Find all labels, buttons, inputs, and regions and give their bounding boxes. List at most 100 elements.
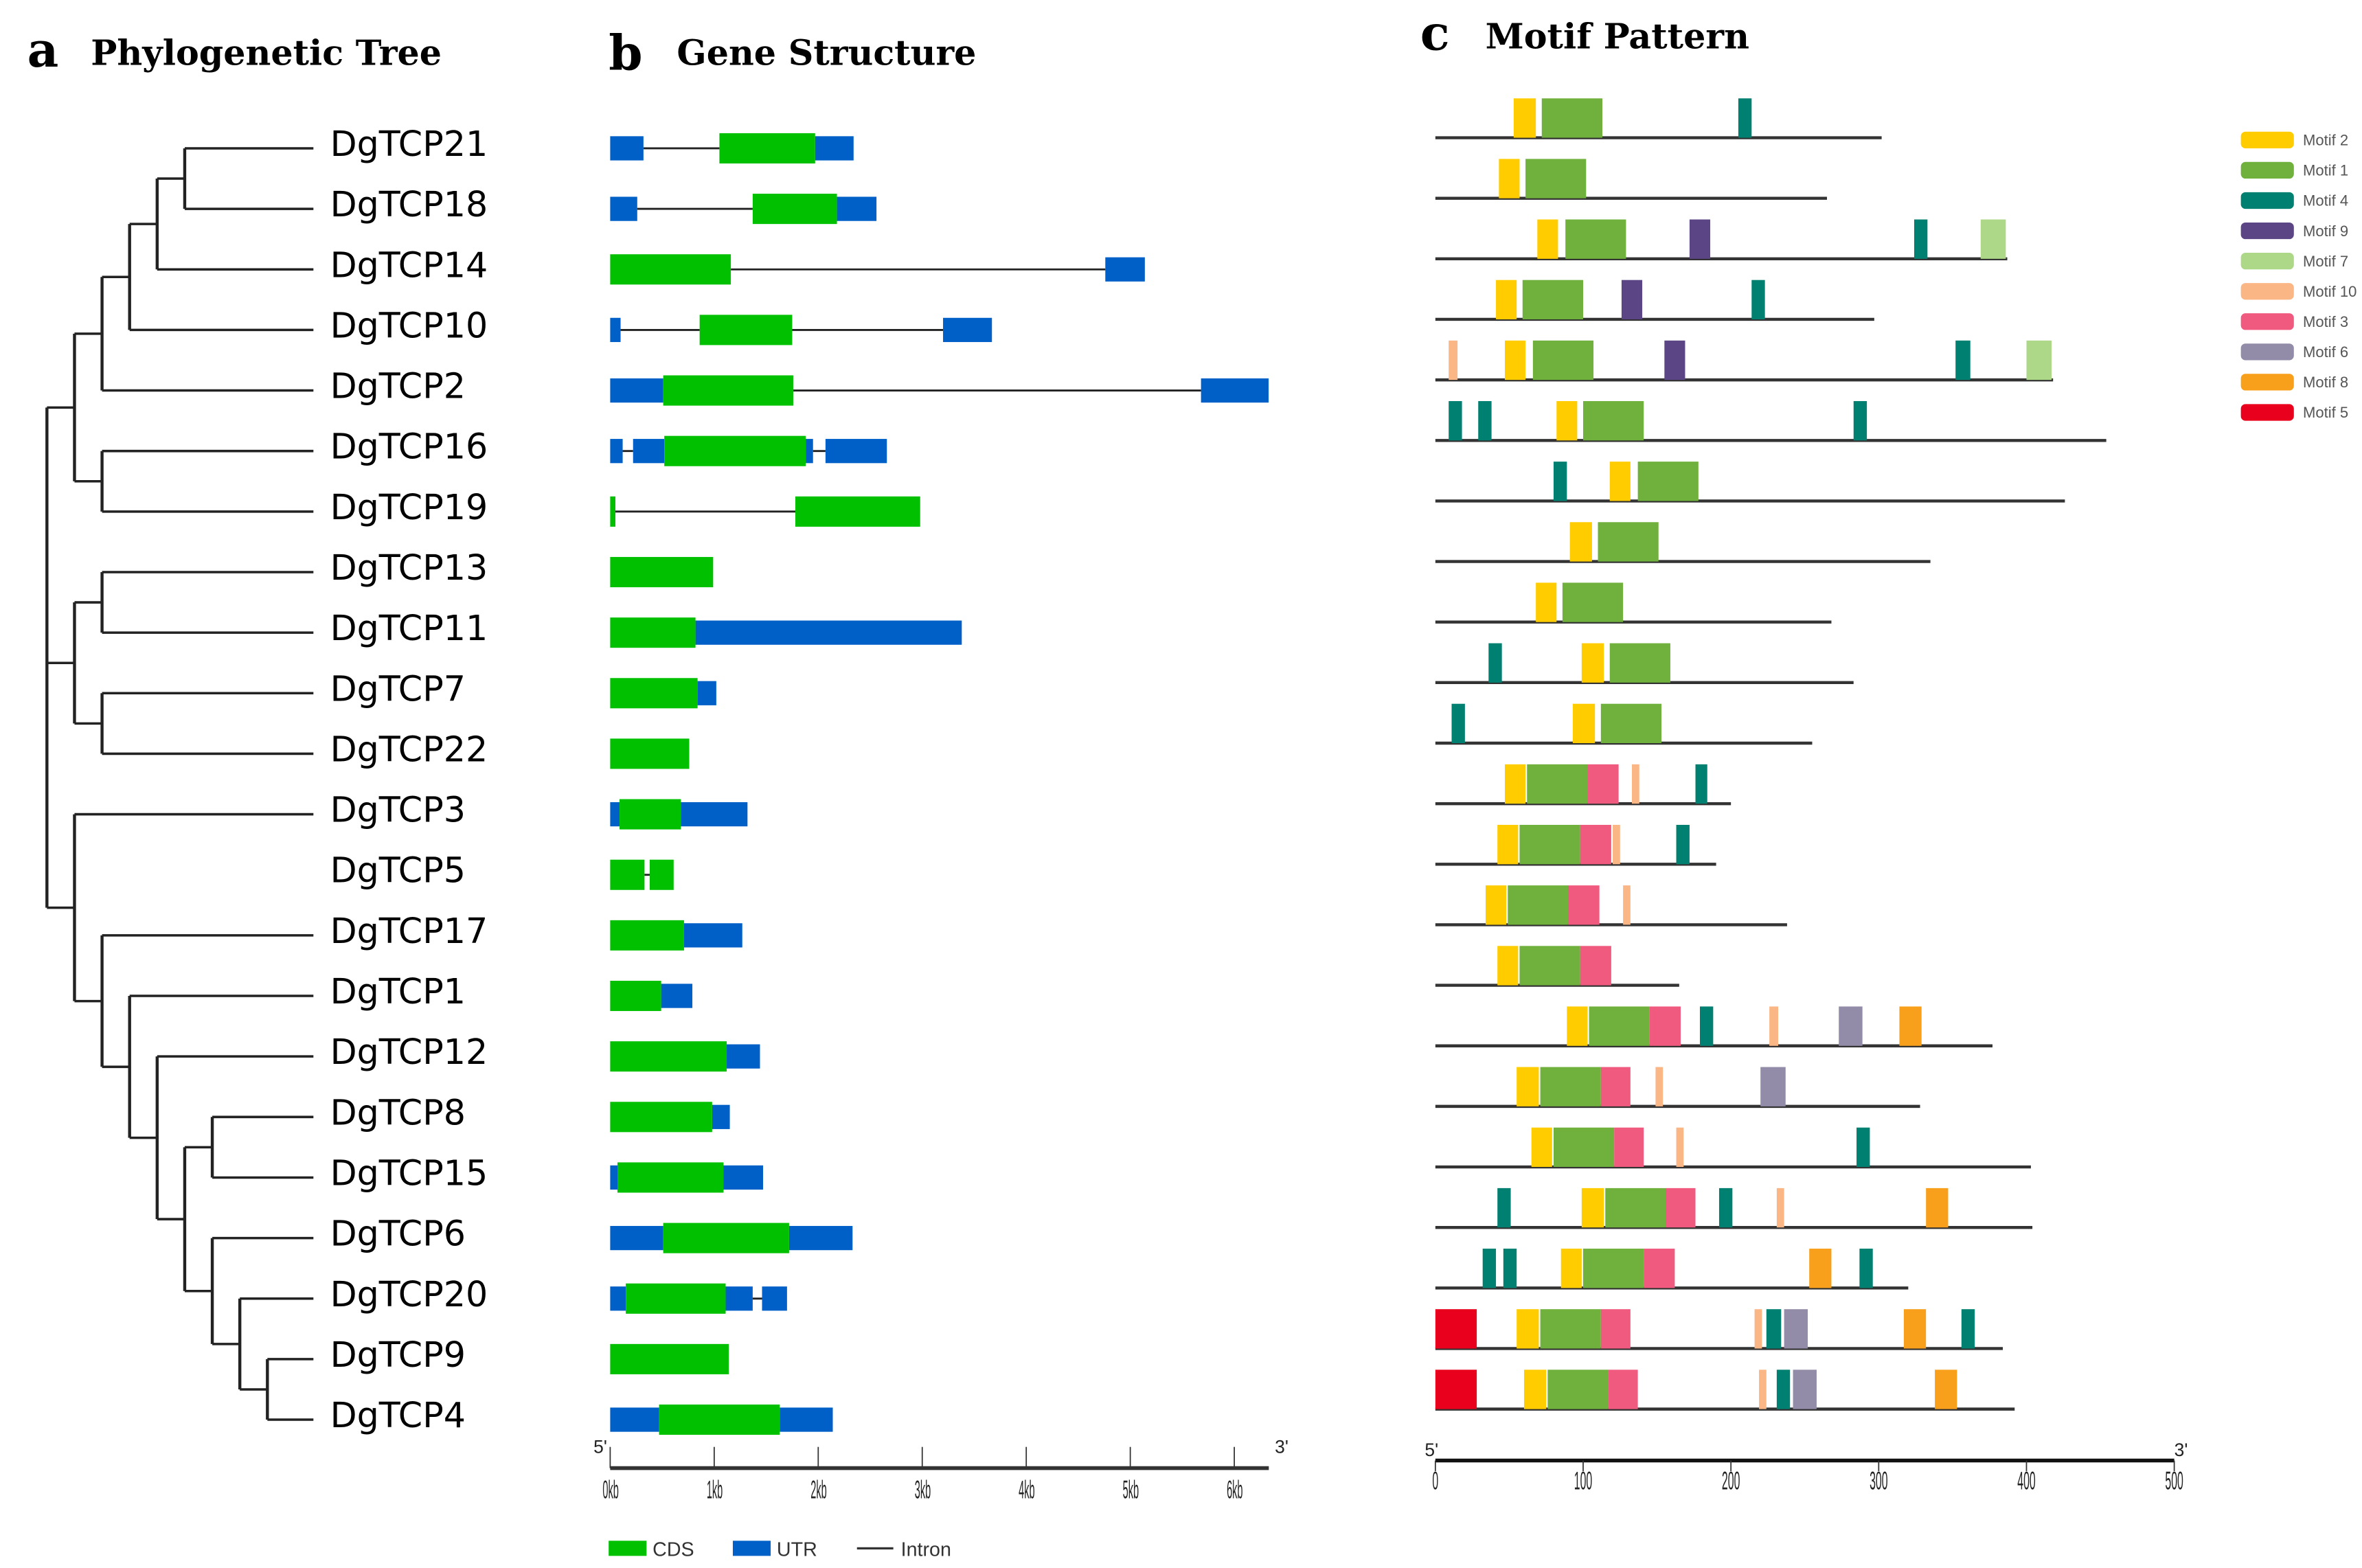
gene-structure-row [610,738,690,769]
gene-label: DgTCP19 [330,487,488,527]
motif-10-box [1613,824,1620,865]
gene-label: DgTCP21 [330,124,488,164]
gene-label: DgTCP2 [330,366,466,407]
motif-3-box [1587,764,1619,804]
gene-axis-3prime: 3' [1275,1437,1288,1457]
motif-3-box [1614,1127,1644,1168]
motif-row [1435,522,1931,563]
motif-axis-tick-label: 0 [1432,1467,1438,1496]
motif-3-box [1644,1249,1675,1288]
gene-structure-row [610,556,714,588]
gene-structure-row [610,133,854,163]
motif-1-box [1519,824,1580,865]
gene-structure-row [610,1162,764,1193]
motif-legend: Motif 2 Motif 1 Motif 4 Motif 9 Motif 7 Motif… [2240,132,2357,421]
motif-1-box [1583,400,1644,441]
utr-block [661,984,693,1008]
gene-label: DgTCP17 [330,911,488,951]
utr-block [780,1407,833,1432]
gene-structure-row [610,315,992,345]
utr-block [727,1044,760,1069]
motif-3-box [1580,824,1611,865]
motif-2-legend-label: Motif 2 [2303,132,2348,149]
motif-2-box [1513,98,1536,138]
gene-structure-row [610,435,887,466]
cds-block [626,1283,726,1314]
motif-row [1435,764,1731,806]
motif-7-legend-swatch [2240,253,2294,270]
motif-6-box [1784,1309,1808,1349]
motif-4-box [1449,400,1462,441]
phylogenetic-tree [45,147,314,1421]
cds-block [610,617,696,648]
gene-axis-tick-label: 5kb [1123,1476,1139,1504]
cds-block [649,859,674,890]
cds-block [610,254,731,285]
motif-10-legend-swatch [2240,283,2294,300]
motif-5-box [1435,1309,1477,1349]
motif-row [1435,219,2008,261]
motif-9-box [1664,340,1685,380]
gene-label: DgTCP18 [330,184,488,225]
motif-1-box [1589,1006,1650,1046]
gene-label: DgTCP14 [330,245,488,285]
motif-2-box [1567,1006,1588,1046]
gene-axis-5prime: 5' [593,1437,607,1457]
motif-4-box [1497,1188,1511,1228]
motif-6-box [1793,1370,1817,1409]
motif-5-legend-swatch [2240,404,2294,421]
utr-block [788,1225,853,1251]
motif-8-box [1926,1188,1949,1228]
gene-label: DgTCP13 [330,547,488,588]
cds-block [610,678,698,709]
motif-1-box [1583,1249,1644,1288]
motif-3-box [1600,1067,1631,1106]
gene-structure-row [610,1283,787,1314]
motif-7-legend-label: Motif 7 [2303,253,2348,270]
gene-labels: DgTCP21 DgTCP18 DgTCP14 DgTCP10 DgTCP2 DgTCP1… [330,124,488,1435]
cds-block [610,556,714,588]
motif-10-box [1759,1370,1767,1409]
motif-row [1435,159,1828,200]
gene-label: DgTCP1 [330,971,466,1012]
gene-structure-row [610,980,693,1012]
panel-b-title: Gene Structure [677,32,976,73]
motif-8-legend-swatch [2240,374,2294,391]
cds-block [610,859,645,890]
panel-c-letter: c [1420,5,1450,62]
motif-4-box [1695,764,1707,804]
panel-a-letter: a [27,21,59,78]
motif-row [1435,462,2065,503]
utr-block [723,1165,764,1190]
gene-label: DgTCP7 [330,668,466,709]
motif-row [1435,1006,1992,1047]
gene-label: DgTCP4 [330,1395,466,1435]
motif-2-box [1536,582,1557,622]
motif-2-box [1537,219,1558,259]
gene-structure-row [610,1343,729,1374]
motif-row [1435,824,1716,866]
motif-2-box [1504,764,1526,804]
motif-1-box [1540,1309,1601,1349]
gene-axis-tick-label: 1kb [707,1476,723,1504]
cds-legend-swatch [609,1541,647,1556]
gene-structure-row [610,194,877,225]
motif-10-box [1769,1006,1779,1046]
motif-1-box [1598,522,1659,562]
motif-7-box [2026,340,2052,380]
gene-label: DgTCP22 [330,729,488,769]
motif-5-legend-label: Motif 5 [2303,404,2348,421]
cds-block [610,1041,727,1072]
gene-structure-row [610,375,1269,406]
gene-structure-row [610,1102,730,1133]
cds-block [610,1102,712,1133]
utr-block [1201,378,1269,403]
motif-1-box [1525,159,1587,198]
motif-4-box [1738,98,1752,138]
motif-1-box [1600,703,1662,744]
motif-row [1435,340,2054,382]
motif-1-box [1519,946,1580,986]
motif-8-legend-label: Motif 8 [2303,374,2348,391]
cds-block [663,375,793,406]
utr-block [1105,257,1145,282]
